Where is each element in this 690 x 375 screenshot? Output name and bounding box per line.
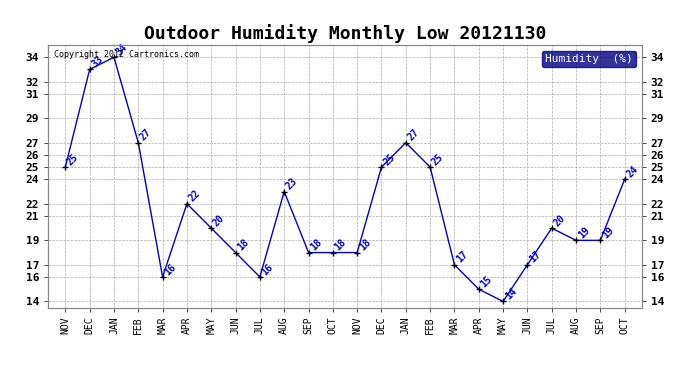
Text: 18: 18 (235, 237, 251, 252)
Text: 27: 27 (138, 127, 154, 142)
Text: 14: 14 (503, 286, 518, 302)
Text: 19: 19 (600, 225, 615, 240)
Legend: Humidity  (%): Humidity (%) (542, 51, 636, 67)
Text: 15: 15 (479, 274, 494, 289)
Text: 20: 20 (211, 213, 226, 228)
Text: 24: 24 (624, 164, 640, 179)
Text: 27: 27 (406, 127, 421, 142)
Text: 17: 17 (455, 249, 470, 265)
Text: 25: 25 (382, 152, 397, 167)
Text: 23: 23 (284, 176, 299, 192)
Text: 16: 16 (163, 262, 178, 277)
Text: 18: 18 (308, 237, 324, 252)
Text: 25: 25 (66, 152, 81, 167)
Text: 25: 25 (430, 152, 446, 167)
Title: Outdoor Humidity Monthly Low 20121130: Outdoor Humidity Monthly Low 20121130 (144, 24, 546, 44)
Text: 20: 20 (552, 213, 567, 228)
Text: 33: 33 (90, 54, 105, 69)
Text: 18: 18 (357, 237, 373, 252)
Text: 16: 16 (260, 262, 275, 277)
Text: 22: 22 (187, 188, 202, 204)
Text: 19: 19 (576, 225, 591, 240)
Text: 34: 34 (114, 42, 129, 57)
Text: 18: 18 (333, 237, 348, 252)
Text: Copyright 2012 Cartronics.com: Copyright 2012 Cartronics.com (55, 50, 199, 59)
Text: 17: 17 (527, 249, 543, 265)
